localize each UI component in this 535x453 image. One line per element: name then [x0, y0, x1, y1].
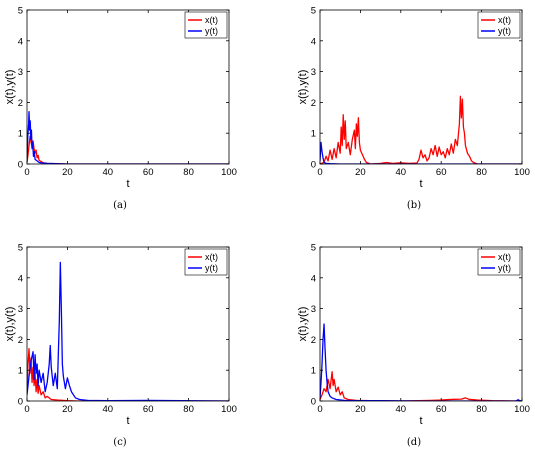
x-tick-label: 100: [514, 404, 530, 415]
y-tick-label: 4: [311, 273, 316, 284]
y-tick-label: 5: [18, 243, 23, 254]
x-axis-label: t: [126, 178, 129, 190]
series-line-x: [320, 95, 522, 164]
chart-panel-3: 0 20 40 60 80 100 0 1 2 3 4 5 t x(t),y(t) x(t)y(t) (c): [4, 243, 237, 449]
legend-label-x: x(t): [205, 15, 218, 25]
x-tick-label: 40: [103, 167, 114, 178]
x-tick-label: 40: [396, 167, 407, 178]
legend-label-y: y(t): [498, 26, 511, 36]
legend-box: [477, 11, 521, 39]
y-tick-label: 1: [311, 366, 316, 377]
series-line-y: [27, 110, 229, 164]
subfigure-caption: (d): [407, 437, 421, 448]
legend-label-y: y(t): [205, 263, 218, 273]
chart-panel-1: 0 20 40 60 80 100 0 1 2 3 4 5 t x(t),y(t) x(t)y(t) (a): [4, 6, 237, 212]
y-tick-label: 1: [18, 366, 23, 377]
subfigure-caption: (c): [113, 437, 127, 448]
x-tick-label: 60: [436, 167, 447, 178]
x-tick-label: 40: [396, 404, 407, 415]
x-tick-label: 20: [62, 167, 73, 178]
y-tick-label: 2: [311, 98, 316, 109]
x-tick-label: 100: [514, 167, 530, 178]
y-tick-label: 2: [18, 98, 23, 109]
x-axis-label: t: [126, 415, 129, 427]
axes-frame: [26, 9, 230, 165]
y-tick-label: 2: [18, 335, 23, 346]
x-tick-label: 60: [143, 404, 154, 415]
x-tick-label: 20: [355, 167, 366, 178]
x-tick-label: 80: [476, 404, 487, 415]
legend-label-x: x(t): [205, 252, 218, 262]
chart-panel-4: 0 20 40 60 80 100 0 1 2 3 4 5 t x(t),y(t) x(t)y(t) (d): [297, 243, 530, 449]
x-tick-label: 20: [355, 404, 366, 415]
x-tick-label: 60: [143, 167, 154, 178]
y-tick-label: 0: [311, 160, 316, 171]
legend-label-y: y(t): [205, 26, 218, 36]
y-tick-label: 5: [18, 6, 23, 17]
x-tick-label: 80: [183, 404, 194, 415]
subfigure-caption: (a): [113, 200, 127, 211]
y-axis-label: x(t),y(t): [297, 307, 309, 342]
y-tick-label: 3: [18, 67, 23, 78]
y-tick-label: 4: [18, 36, 23, 47]
y-tick-label: 4: [311, 36, 316, 47]
y-tick-label: 3: [311, 67, 316, 78]
legend-label-x: x(t): [498, 252, 511, 262]
x-tick-label: 60: [436, 404, 447, 415]
axes-frame: [319, 246, 523, 402]
y-axis-label: x(t),y(t): [297, 70, 309, 105]
y-axis-label: x(t),y(t): [4, 307, 16, 342]
axes-frame: [319, 9, 523, 165]
y-tick-label: 5: [311, 243, 316, 254]
y-tick-label: 4: [18, 273, 23, 284]
x-tick-label: 0: [317, 167, 322, 178]
y-tick-label: 2: [311, 335, 316, 346]
series-line-y: [27, 261, 229, 401]
legend-box: [184, 248, 228, 276]
subfigure-caption: (b): [407, 200, 421, 211]
x-axis-label: t: [419, 178, 422, 190]
x-tick-label: 40: [103, 404, 114, 415]
axes-frame: [26, 246, 230, 402]
y-tick-label: 0: [311, 397, 316, 408]
x-tick-label: 20: [62, 404, 73, 415]
legend-box: [184, 11, 228, 39]
x-tick-label: 0: [317, 404, 322, 415]
x-tick-label: 80: [476, 167, 487, 178]
y-tick-label: 0: [18, 160, 23, 171]
x-tick-label: 80: [183, 167, 194, 178]
y-tick-label: 0: [18, 397, 23, 408]
x-axis-label: t: [419, 415, 422, 427]
chart-panel-2: 0 20 40 60 80 100 0 1 2 3 4 5 t x(t),y(t) x(t)y(t) (b): [297, 6, 530, 212]
series-line-y: [320, 323, 522, 401]
y-tick-label: 5: [311, 6, 316, 17]
y-tick-label: 1: [311, 129, 316, 140]
x-tick-label: 0: [24, 167, 29, 178]
legend-label-y: y(t): [498, 263, 511, 273]
y-tick-label: 1: [18, 129, 23, 140]
x-tick-label: 0: [24, 404, 29, 415]
legend-box: [477, 248, 521, 276]
x-tick-label: 100: [221, 167, 237, 178]
x-tick-label: 100: [221, 404, 237, 415]
y-tick-label: 3: [311, 304, 316, 315]
y-tick-label: 3: [18, 304, 23, 315]
series-line-x: [320, 371, 522, 401]
y-axis-label: x(t),y(t): [4, 70, 16, 105]
series-line-x: [27, 135, 229, 164]
legend-label-x: x(t): [498, 15, 511, 25]
